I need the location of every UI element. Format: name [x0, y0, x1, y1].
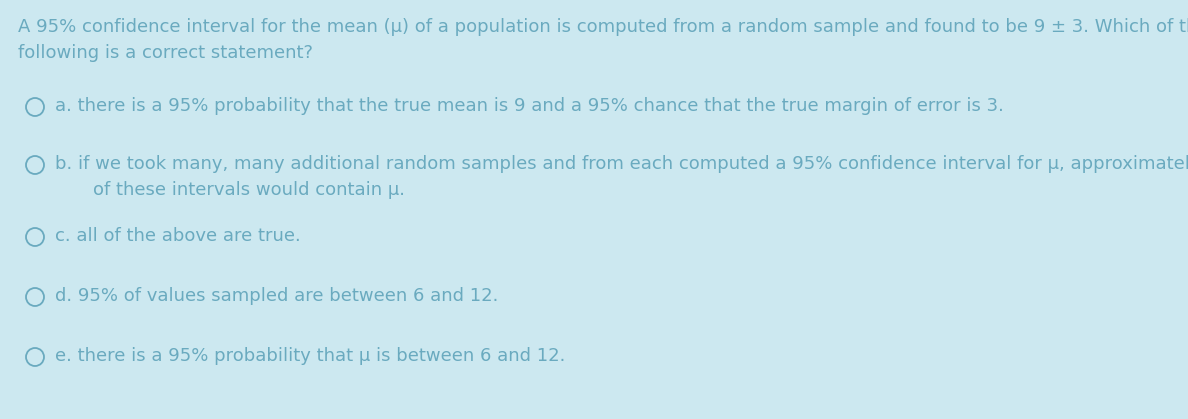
Text: b. if we took many, many additional random samples and from each computed a 95% : b. if we took many, many additional rand… [55, 155, 1188, 173]
Text: a. there is a 95% probability that the true mean is 9 and a 95% chance that the : a. there is a 95% probability that the t… [55, 97, 1004, 115]
Text: A 95% confidence interval for the mean (μ) of a population is computed from a ra: A 95% confidence interval for the mean (… [18, 18, 1188, 36]
Text: of these intervals would contain μ.: of these intervals would contain μ. [93, 181, 405, 199]
Text: e. there is a 95% probability that μ is between 6 and 12.: e. there is a 95% probability that μ is … [55, 347, 565, 365]
Text: d. 95% of values sampled are between 6 and 12.: d. 95% of values sampled are between 6 a… [55, 287, 499, 305]
Text: following is a correct statement?: following is a correct statement? [18, 44, 312, 62]
Text: c. all of the above are true.: c. all of the above are true. [55, 227, 301, 245]
